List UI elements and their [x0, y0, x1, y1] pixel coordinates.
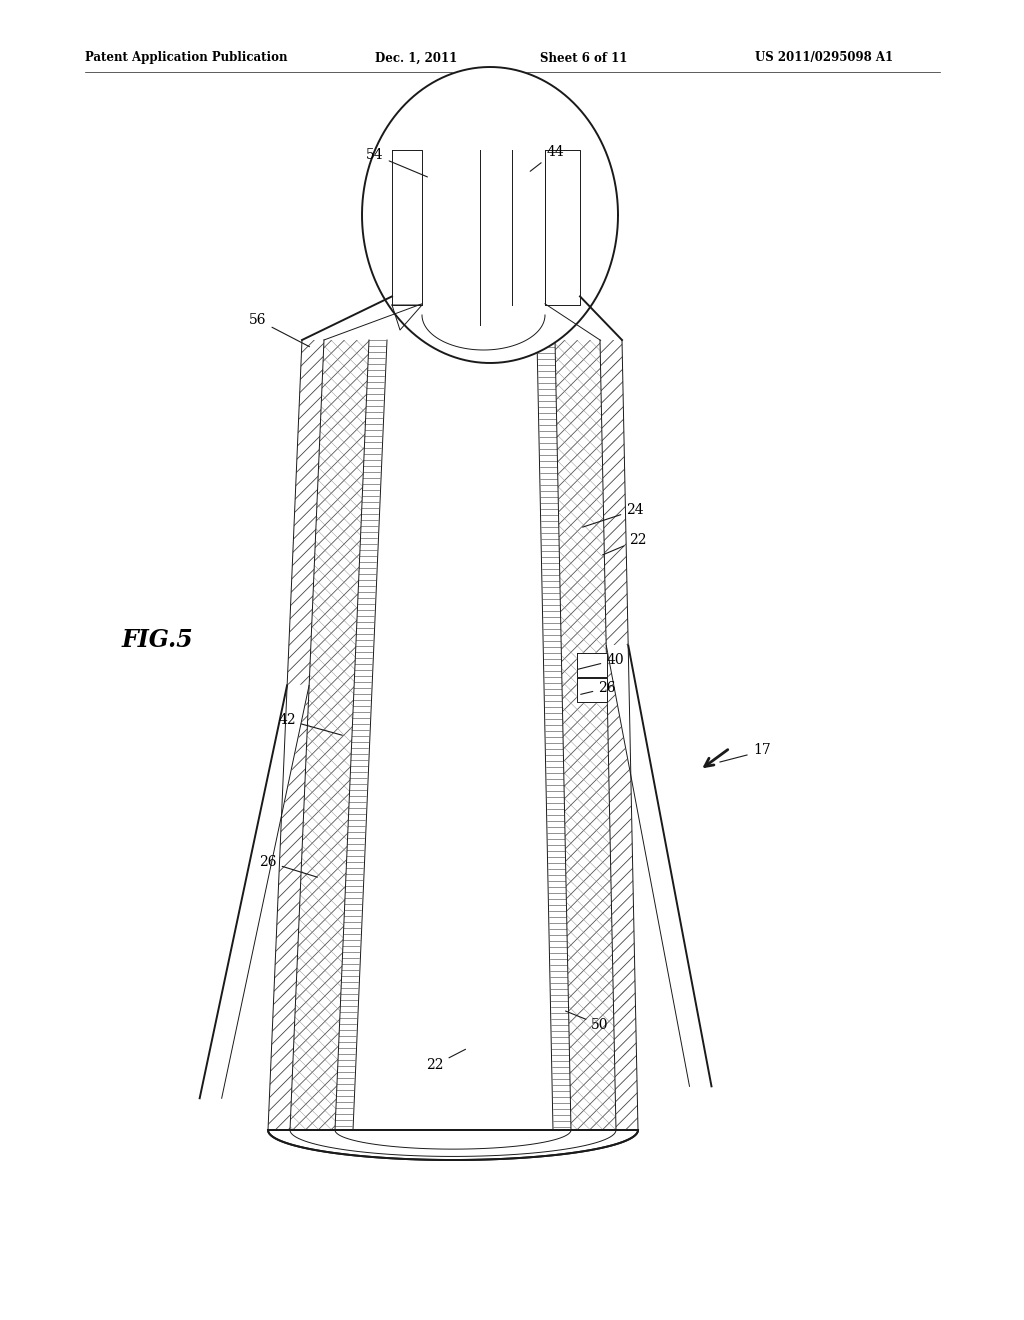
Polygon shape: [335, 341, 387, 1130]
Polygon shape: [200, 685, 309, 1098]
Polygon shape: [555, 341, 616, 1130]
Text: 22: 22: [426, 1049, 466, 1072]
Polygon shape: [268, 341, 324, 1130]
Polygon shape: [362, 67, 618, 363]
Text: US 2011/0295098 A1: US 2011/0295098 A1: [755, 51, 893, 65]
Text: 44: 44: [530, 145, 564, 172]
Polygon shape: [290, 341, 369, 1130]
Text: 22: 22: [602, 533, 647, 554]
Text: 24: 24: [583, 503, 644, 527]
Text: 56: 56: [249, 313, 309, 347]
Polygon shape: [290, 341, 369, 1130]
Polygon shape: [545, 150, 580, 305]
Polygon shape: [268, 1130, 638, 1160]
Polygon shape: [577, 653, 606, 677]
Text: Patent Application Publication: Patent Application Publication: [85, 51, 288, 65]
Text: 26: 26: [259, 855, 317, 878]
Polygon shape: [578, 678, 607, 702]
Text: 54: 54: [367, 148, 427, 177]
Polygon shape: [422, 150, 545, 315]
Text: 50: 50: [565, 1011, 608, 1032]
Text: 40: 40: [578, 653, 624, 669]
Polygon shape: [268, 341, 638, 1130]
Text: FIG.5: FIG.5: [121, 628, 193, 652]
Polygon shape: [200, 685, 309, 1098]
Polygon shape: [545, 150, 580, 305]
Polygon shape: [362, 67, 618, 363]
Polygon shape: [578, 678, 607, 702]
Polygon shape: [600, 341, 638, 1130]
Polygon shape: [392, 305, 422, 330]
Text: Sheet 6 of 11: Sheet 6 of 11: [540, 51, 628, 65]
Polygon shape: [392, 305, 422, 330]
Polygon shape: [392, 150, 422, 305]
Polygon shape: [606, 645, 712, 1086]
Polygon shape: [606, 645, 712, 1086]
Polygon shape: [555, 341, 616, 1130]
Polygon shape: [353, 341, 553, 1130]
Polygon shape: [392, 150, 422, 305]
Polygon shape: [577, 653, 606, 677]
Text: 42: 42: [279, 713, 342, 735]
Text: 26: 26: [581, 681, 615, 696]
Text: Dec. 1, 2011: Dec. 1, 2011: [375, 51, 458, 65]
Text: 17: 17: [753, 743, 771, 756]
Polygon shape: [537, 341, 571, 1130]
